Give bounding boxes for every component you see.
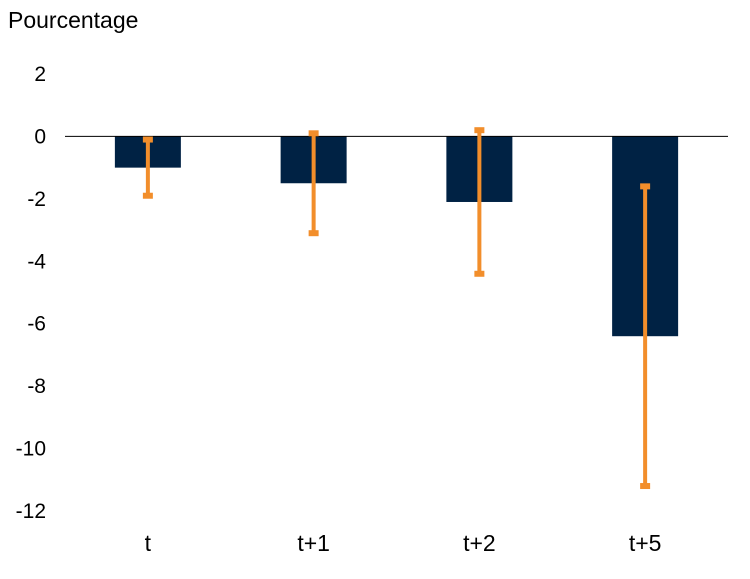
y-tick-label: -8 [27, 375, 46, 398]
y-tick-label: -2 [27, 188, 46, 211]
y-tick-label: -6 [27, 313, 46, 336]
y-tick-label: -12 [16, 500, 46, 523]
x-tick-label: t+1 [297, 530, 330, 556]
x-tick-label: t [145, 530, 152, 556]
error-bars [142, 127, 651, 490]
x-tick-label: t+2 [463, 530, 496, 556]
y-axis-title: Pourcentage [8, 7, 138, 33]
y-tick-label: 2 [34, 63, 46, 86]
y-tick-label: -4 [27, 250, 46, 273]
x-tick-label: t+5 [629, 530, 662, 556]
y-tick-label: 0 [34, 125, 46, 148]
y-tick-label: -10 [16, 438, 46, 461]
category-labels: t t+1 t+2 t+5 [145, 530, 662, 556]
y-tick-labels: 2 0 -2 -4 -6 -8 -10 -12 [16, 63, 47, 523]
bars [114, 136, 679, 337]
